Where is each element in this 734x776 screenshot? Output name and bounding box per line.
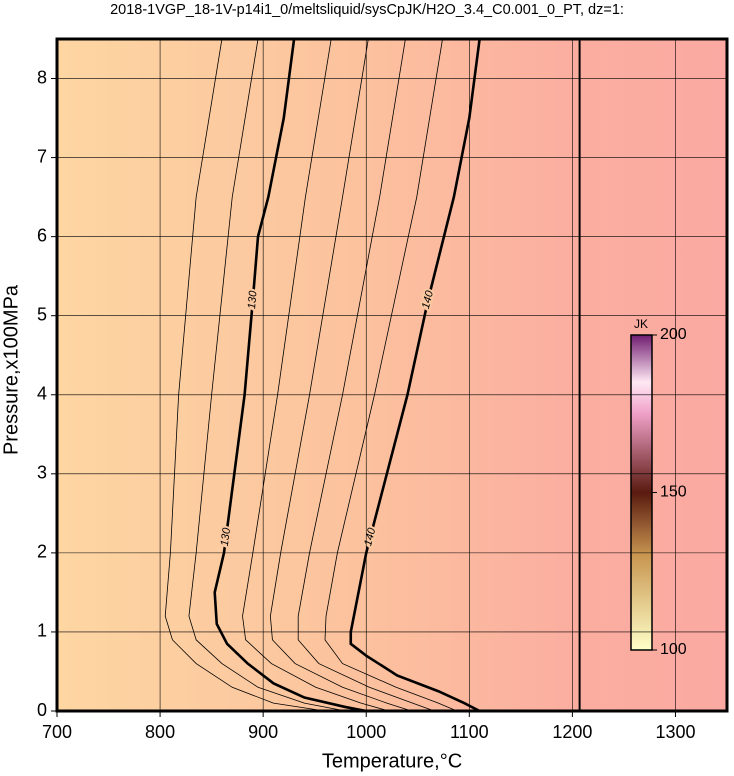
y-tick-label: 0 [37, 700, 47, 720]
y-tick-label: 4 [37, 384, 47, 404]
contour-label: 130 [246, 289, 260, 309]
contour-line [164, 39, 326, 711]
x-tick-label: 1100 [450, 722, 489, 742]
colorbar-tick-label: 150 [660, 484, 687, 501]
contour-line [188, 39, 346, 711]
y-tick-label: 1 [37, 621, 47, 641]
contour-line [324, 39, 458, 711]
contour-line [269, 39, 412, 711]
colorbar-label: JK [634, 317, 648, 331]
x-tick-label: 1000 [346, 722, 386, 742]
x-tick-label: 1200 [552, 722, 592, 742]
colorbar-tick-label: 200 [660, 326, 687, 343]
contour-line [349, 39, 481, 711]
y-axis-label: Pressure,x100MPa [0, 284, 22, 455]
contour-line [297, 39, 435, 711]
y-tick-label: 2 [37, 542, 47, 562]
contour-label: 130 [219, 526, 233, 547]
y-tick-label: 7 [37, 146, 47, 166]
x-axis-label: Temperature,°C [322, 750, 462, 772]
y-tick-label: 6 [37, 225, 47, 245]
y-tick-label: 8 [37, 67, 47, 87]
x-tick-label: 1300 [655, 722, 695, 742]
colorbar-tick-label: 100 [660, 641, 687, 658]
x-tick-label: 800 [145, 722, 175, 742]
x-tick-label: 900 [248, 722, 278, 742]
x-tick-label: 700 [42, 722, 72, 742]
chart-title: 2018-1VGP_18-1V-p14i1_0/meltsliquid/sysC… [110, 2, 624, 18]
colorbar [630, 334, 653, 651]
plot-background [57, 39, 727, 711]
y-tick-label: 5 [37, 304, 47, 324]
contour-line [242, 39, 390, 711]
y-tick-label: 3 [37, 463, 47, 483]
